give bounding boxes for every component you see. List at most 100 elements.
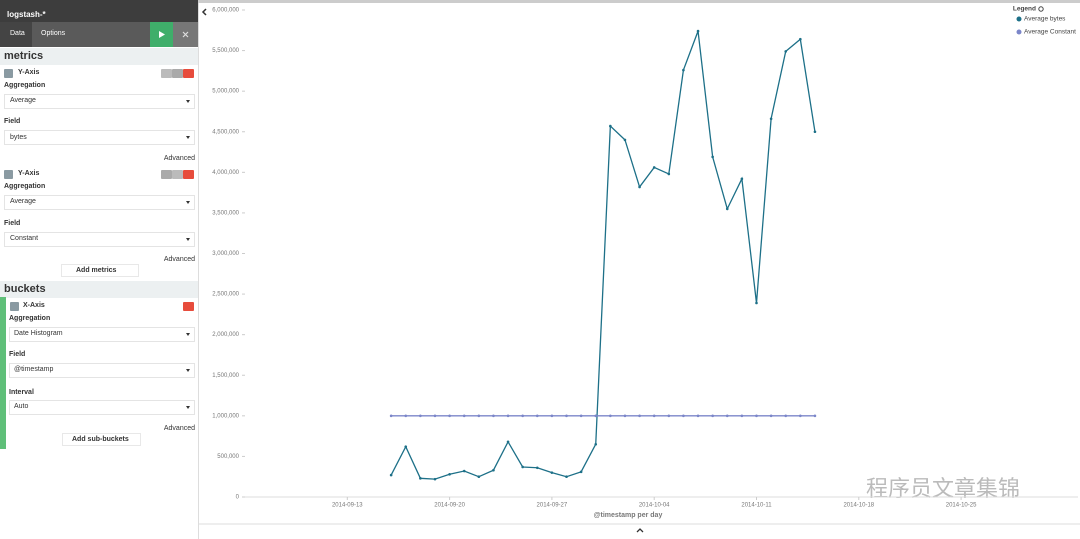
y-tick-label: 0 xyxy=(236,495,240,501)
select[interactable] xyxy=(9,400,195,415)
point xyxy=(740,177,744,181)
select[interactable] xyxy=(4,94,195,109)
field-label: Field xyxy=(9,351,26,358)
select[interactable] xyxy=(4,232,195,247)
section-header xyxy=(0,48,198,65)
x-tick-label: 2014-10-04 xyxy=(639,503,670,509)
bucket-border xyxy=(0,297,6,449)
point xyxy=(419,414,422,418)
y-tick-label: 500,000 xyxy=(217,454,239,460)
point xyxy=(448,472,451,476)
discard-button[interactable] xyxy=(173,22,198,47)
move-down[interactable] xyxy=(172,69,183,78)
remove[interactable] xyxy=(183,69,194,78)
collapse-sidebar[interactable] xyxy=(201,8,207,16)
legend-swatch xyxy=(1016,16,1022,22)
advanced-link[interactable]: Advanced xyxy=(163,256,195,263)
point xyxy=(506,414,510,418)
add-button[interactable] xyxy=(62,433,141,446)
field-label: Aggregation xyxy=(9,315,51,322)
point xyxy=(813,414,817,418)
index-pattern: logstash-* xyxy=(7,10,46,19)
point xyxy=(769,414,773,418)
toggle[interactable] xyxy=(10,302,19,311)
add-metrics[interactable]: Add metrics xyxy=(76,267,117,274)
move-up[interactable] xyxy=(161,69,172,78)
point xyxy=(579,414,583,418)
point xyxy=(433,414,437,418)
y-tick-label: 3,500,000 xyxy=(212,210,239,216)
point xyxy=(623,414,627,418)
move-up[interactable] xyxy=(161,170,172,179)
point xyxy=(682,414,685,418)
field-label: Aggregation xyxy=(4,82,46,89)
point xyxy=(565,414,568,418)
point xyxy=(521,465,524,469)
legend-label[interactable]: Average bytes xyxy=(1024,16,1066,23)
point xyxy=(492,468,495,472)
index-header xyxy=(0,0,198,22)
advanced-link[interactable]: Advanced xyxy=(163,155,195,162)
select-value[interactable]: Date Histogram xyxy=(14,330,63,337)
x-tick-label: 2014-09-13 xyxy=(332,503,363,509)
point xyxy=(404,414,408,418)
select[interactable] xyxy=(4,130,195,145)
advanced-link[interactable]: Advanced xyxy=(163,425,195,432)
expand-panel[interactable] xyxy=(636,528,644,533)
point xyxy=(535,414,539,418)
point xyxy=(389,473,393,477)
point xyxy=(740,414,744,418)
select[interactable] xyxy=(9,327,195,342)
point xyxy=(623,138,627,142)
point xyxy=(404,445,408,448)
select[interactable] xyxy=(4,195,195,210)
point xyxy=(477,414,481,418)
x-tick-label: 2014-10-18 xyxy=(843,503,874,509)
add-button[interactable] xyxy=(61,264,139,277)
point xyxy=(609,124,612,128)
field-label: Aggregation xyxy=(4,183,46,190)
point xyxy=(725,207,729,211)
point xyxy=(477,475,481,479)
point xyxy=(667,414,671,418)
toggle[interactable] xyxy=(4,69,13,78)
y-tick-label: 3,000,000 xyxy=(212,251,239,257)
select[interactable] xyxy=(9,363,195,378)
legend-icon[interactable] xyxy=(1038,6,1044,12)
select-value[interactable]: Average xyxy=(10,198,36,205)
toggle[interactable] xyxy=(4,170,13,179)
select-value[interactable]: bytes xyxy=(10,134,27,141)
point xyxy=(579,470,583,474)
legend-title[interactable]: Legend xyxy=(1013,6,1036,13)
section-title: buckets xyxy=(4,283,46,295)
remove[interactable] xyxy=(183,170,194,179)
sidebar: logstash-* Data Options metrics Y-Axis A… xyxy=(0,0,199,539)
point xyxy=(535,466,539,470)
legend-swatch xyxy=(1016,29,1022,35)
tab[interactable]: Options xyxy=(41,30,66,37)
point xyxy=(755,414,758,418)
tab-active[interactable] xyxy=(0,22,32,47)
x-tick-label: 2014-09-27 xyxy=(537,503,568,509)
point xyxy=(462,414,466,418)
agg-label: X-Axis xyxy=(23,302,45,309)
field-label: Field xyxy=(4,118,21,125)
select-value[interactable]: Auto xyxy=(14,403,29,410)
point xyxy=(652,414,656,418)
y-tick-label: 5,000,000 xyxy=(212,89,239,95)
select-value[interactable]: @timestamp xyxy=(14,366,54,373)
remove[interactable] xyxy=(183,302,194,311)
point xyxy=(799,414,802,418)
select-value[interactable]: Average xyxy=(10,97,36,104)
point xyxy=(448,414,451,418)
select-value[interactable]: Constant xyxy=(10,235,39,242)
move-down[interactable] xyxy=(172,170,183,179)
legend-label[interactable]: Average Constant xyxy=(1024,29,1076,36)
tab[interactable]: Data xyxy=(10,30,25,37)
y-tick-label: 1,000,000 xyxy=(212,413,239,419)
apply-button[interactable] xyxy=(150,22,173,47)
point xyxy=(725,414,729,418)
y-tick-label: 2,500,000 xyxy=(212,292,239,298)
add-sub-buckets[interactable]: Add sub-buckets xyxy=(72,436,129,443)
